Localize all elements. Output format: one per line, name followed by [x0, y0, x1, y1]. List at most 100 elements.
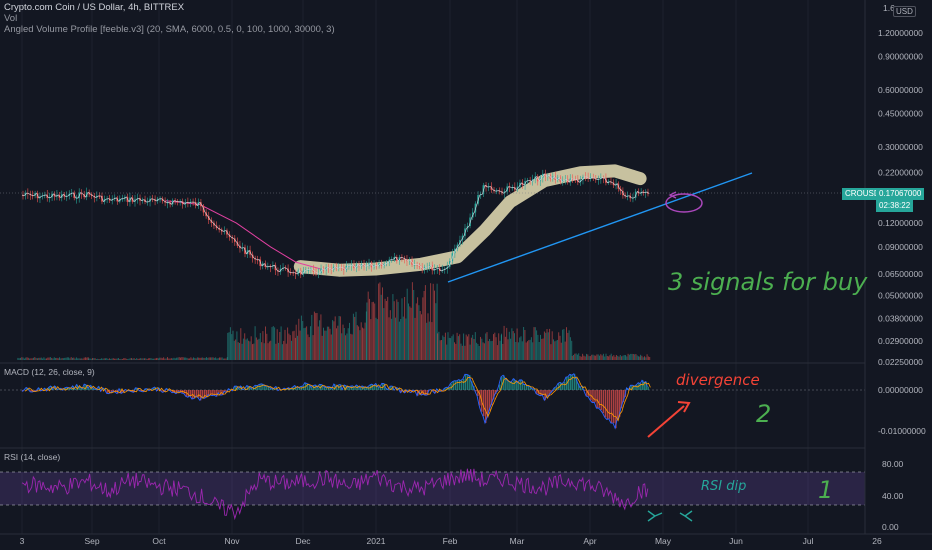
- macd-histogram-bar: [573, 373, 576, 390]
- volume-bar: [52, 358, 54, 360]
- macd-histogram-bar: [615, 390, 617, 429]
- time-tick-label: Sep: [84, 536, 99, 546]
- volume-bar: [228, 332, 230, 360]
- circle-annotation[interactable]: [665, 193, 703, 213]
- volume-bar: [366, 302, 368, 360]
- macd-histogram-bar: [271, 388, 274, 390]
- volume-bar: [212, 357, 214, 360]
- volume-bar: [431, 322, 433, 360]
- volume-bar: [119, 359, 121, 360]
- volume-bar: [82, 358, 84, 360]
- volume-bar: [371, 302, 373, 360]
- macd-histogram-bar: [344, 385, 346, 390]
- volume-bar: [346, 333, 348, 360]
- macd-histogram-bar: [456, 380, 459, 390]
- trendline[interactable]: [447, 172, 753, 283]
- volume-bar: [454, 342, 455, 360]
- volume-bar: [244, 333, 246, 360]
- signal-marker-icon: [668, 191, 677, 199]
- macd-histogram-bar: [608, 390, 611, 419]
- candle: [121, 198, 124, 200]
- volume-bar: [302, 321, 304, 360]
- volume-bar: [229, 327, 231, 360]
- currency-badge[interactable]: USD: [893, 6, 916, 17]
- time-tick-label: Oct: [152, 536, 166, 546]
- volume-bar: [181, 357, 183, 360]
- macd-histogram-bar: [458, 379, 461, 390]
- volume-bar: [142, 358, 144, 360]
- price-axis[interactable]: 1.20000000 0.90000000 0.60000000 0.45000000…: [878, 28, 923, 367]
- macd-histogram-bar: [630, 385, 632, 390]
- volume-bar: [448, 337, 450, 360]
- symbol-title[interactable]: Crypto.com Coin / US Dollar, 4h, BITTREX: [4, 2, 185, 13]
- macd-histogram-bar: [358, 386, 360, 390]
- price-series-line[interactable]: [21, 173, 650, 275]
- volume-bars[interactable]: [17, 282, 651, 360]
- macd-histogram-bar: [640, 383, 642, 390]
- time-axis[interactable]: 3 Sep Oct Nov Dec 2021 Feb Mar Apr May Jun Jul 26: [20, 536, 882, 546]
- macd-histogram-bar: [417, 390, 419, 396]
- macd-histogram-bar: [210, 390, 212, 396]
- volume-bar: [195, 358, 197, 360]
- volume-bar: [515, 342, 517, 360]
- volume-bar: [379, 282, 381, 360]
- rsi-line[interactable]: [21, 468, 649, 521]
- volume-bar: [75, 357, 77, 360]
- volume-bar: [424, 285, 426, 360]
- volume-bar: [306, 326, 308, 360]
- volume-bar: [323, 327, 324, 360]
- volume-bar: [108, 358, 110, 360]
- volume-bar: [328, 326, 330, 360]
- volume-bar: [384, 298, 386, 360]
- volume-bar: [146, 359, 148, 360]
- volume-bar: [259, 333, 261, 360]
- volume-indicator-title[interactable]: Vol: [4, 13, 18, 24]
- volume-bar: [372, 301, 374, 360]
- volume-bar: [388, 317, 390, 360]
- time-tick-label: Feb: [443, 536, 458, 546]
- volume-bar: [255, 337, 257, 360]
- volume-profile-indicator-title[interactable]: Angled Volume Profile [feeble.v3] (20, S…: [4, 24, 335, 35]
- rsi-title[interactable]: RSI (14, close): [4, 452, 61, 462]
- volume-bar: [157, 358, 159, 360]
- volume-bar: [153, 358, 155, 360]
- volume-bar: [558, 332, 560, 360]
- volume-bar: [236, 331, 238, 360]
- macd-signal-line: [24, 376, 651, 422]
- volume-bar: [512, 331, 514, 360]
- volume-bar: [121, 359, 123, 360]
- volume-bar: [217, 358, 219, 360]
- macd-histogram-bar: [30, 390, 32, 392]
- macd-histogram-bar: [519, 380, 521, 390]
- volume-bar: [145, 358, 147, 360]
- volume-bar: [248, 340, 250, 360]
- macd-histogram-bar: [284, 388, 286, 390]
- macd-histogram-bar: [364, 386, 366, 390]
- macd-panel[interactable]: [21, 373, 651, 430]
- volume-bar: [422, 297, 424, 360]
- volume-bar: [291, 340, 292, 360]
- volume-bar: [592, 354, 594, 360]
- macd-histogram-bar: [377, 386, 380, 390]
- rsi-tick-label: 80.00: [882, 459, 904, 469]
- volume-bar: [263, 343, 265, 360]
- volume-bar: [415, 303, 417, 360]
- macd-histogram-bar: [139, 390, 141, 391]
- volume-bar: [275, 343, 277, 360]
- price-candles[interactable]: [22, 169, 649, 280]
- volume-bar: [555, 340, 557, 360]
- volume-bar: [345, 335, 347, 360]
- volume-bar: [455, 343, 457, 360]
- volume-bar: [614, 356, 616, 360]
- macd-histogram-bar: [216, 390, 218, 397]
- volume-bar: [640, 354, 642, 360]
- macd-title[interactable]: MACD (12, 26, close, 9): [4, 367, 95, 377]
- volume-bar: [482, 342, 484, 360]
- volume-bar: [235, 339, 237, 360]
- macd-histogram-bar: [152, 388, 155, 390]
- volume-bar: [380, 294, 382, 360]
- volume-bar: [583, 355, 585, 360]
- volume-bar: [83, 357, 85, 360]
- macd-histogram-bar: [550, 390, 552, 394]
- volume-bar: [211, 357, 213, 360]
